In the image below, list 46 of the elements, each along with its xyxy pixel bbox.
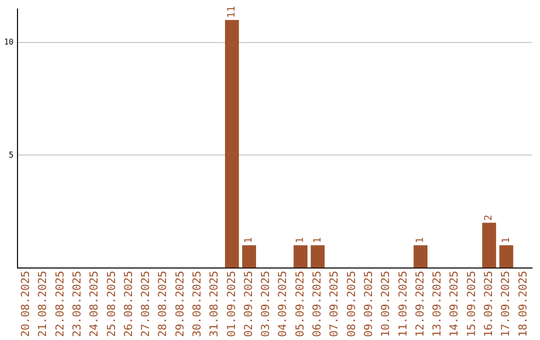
data-label: 1 xyxy=(312,237,324,244)
bar xyxy=(225,20,239,268)
x-tick-label: 30.08.2025 xyxy=(190,270,204,338)
bar xyxy=(414,245,428,268)
data-label: 2 xyxy=(484,214,495,221)
x-tick-label: 06.09.2025 xyxy=(310,270,324,338)
x-tick-label: 16.09.2025 xyxy=(482,270,495,338)
x-tick-label: 28.08.2025 xyxy=(156,270,170,338)
x-tick-label: 25.08.2025 xyxy=(104,270,118,338)
x-tick-label: 21.08.2025 xyxy=(36,270,50,338)
x-tick-label: 31.08.2025 xyxy=(208,270,221,338)
bar xyxy=(499,245,514,268)
bar xyxy=(482,222,496,268)
data-label: 1 xyxy=(415,237,426,244)
x-tick-label: 02.09.2025 xyxy=(242,270,255,338)
x-tick-label: 14.09.2025 xyxy=(448,270,461,338)
x-tick-label: 04.09.2025 xyxy=(276,270,290,338)
x-tick-label: 12.09.2025 xyxy=(413,270,426,338)
x-tick-label: 05.09.2025 xyxy=(293,270,306,338)
y-tick-label: 5 xyxy=(8,150,14,160)
x-tick-label: 15.09.2025 xyxy=(464,270,478,338)
y-tick-label: 10 xyxy=(4,38,14,47)
x-tick-label: 22.08.2025 xyxy=(53,270,66,338)
x-tick-label: 24.08.2025 xyxy=(88,270,101,338)
bar xyxy=(242,245,256,268)
x-tick-label: 08.09.2025 xyxy=(344,270,358,338)
bar xyxy=(294,245,308,268)
data-label: 1 xyxy=(244,237,255,244)
x-tick-label: 10.09.2025 xyxy=(379,270,392,338)
x-tick-label: 23.08.2025 xyxy=(70,270,84,338)
x-tick-label: 29.08.2025 xyxy=(173,270,186,338)
x-tick-label: 20.08.2025 xyxy=(19,270,32,338)
data-label: 11 xyxy=(226,6,238,18)
bar xyxy=(310,245,325,268)
data-label: 1 xyxy=(295,237,306,244)
x-tick-label: 27.08.2025 xyxy=(139,270,152,338)
x-tick-label: 09.09.2025 xyxy=(362,270,375,338)
data-label: 1 xyxy=(500,237,512,244)
x-tick-label: 03.09.2025 xyxy=(259,270,272,338)
x-tick-label: 26.08.2025 xyxy=(122,270,135,338)
x-tick-label: 01.09.2025 xyxy=(224,270,238,338)
x-tick-label: 18.09.2025 xyxy=(516,270,530,338)
x-tick-label: 07.09.2025 xyxy=(328,270,341,338)
x-tick-label: 13.09.2025 xyxy=(430,270,444,338)
x-tick-label: 11.09.2025 xyxy=(396,270,410,338)
x-tick-label: 17.09.2025 xyxy=(499,270,512,338)
